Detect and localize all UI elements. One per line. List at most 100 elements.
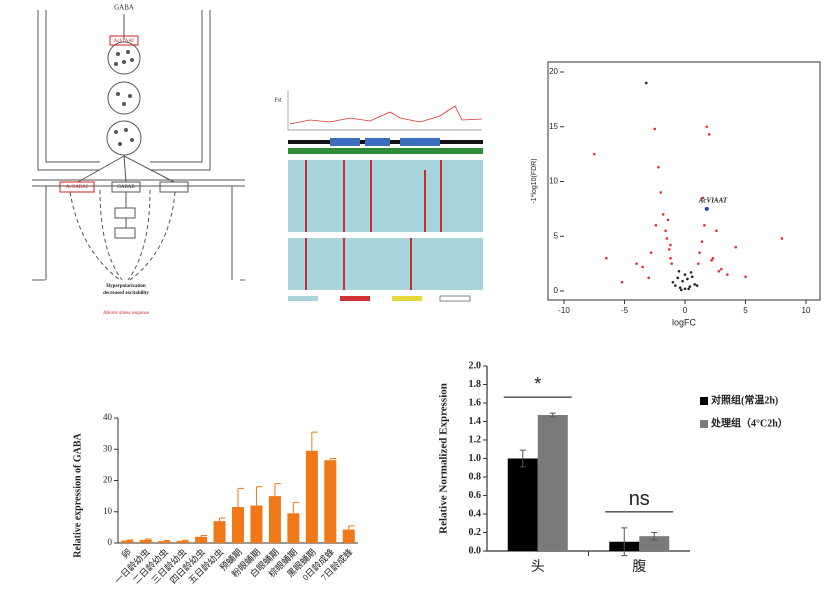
- error-bar: [348, 525, 355, 530]
- bar: [139, 539, 152, 543]
- bar: [250, 505, 263, 543]
- point: [664, 229, 667, 233]
- error-bar: [255, 486, 263, 506]
- bar: [121, 540, 134, 543]
- x-tick-label: 腹: [632, 558, 646, 575]
- error-bar: [329, 458, 337, 461]
- y-axis-label: Relative Normalized Expression: [438, 383, 450, 534]
- box: [114, 207, 136, 219]
- point: [676, 276, 680, 280]
- point: [700, 240, 704, 244]
- point: [690, 275, 694, 279]
- error-bar: [651, 532, 658, 541]
- bar: [342, 529, 355, 543]
- legend-swatch: [439, 295, 471, 302]
- point: [717, 269, 721, 273]
- y-tick-label: 0.8: [469, 471, 482, 482]
- point: [726, 273, 729, 276]
- error-bar: [182, 539, 189, 541]
- membrane: [45, 186, 233, 280]
- dots: [114, 50, 134, 146]
- x-tick-label: 卵: [120, 547, 133, 560]
- error-bar: [621, 527, 628, 557]
- y-tick-label: 1.8: [469, 379, 482, 390]
- domain-track: [288, 148, 483, 154]
- vesicle: [106, 120, 142, 156]
- point: [720, 267, 723, 271]
- box: [159, 181, 189, 193]
- membrane: [32, 179, 245, 281]
- diagram-label: GABA: [114, 4, 134, 12]
- point: [693, 283, 696, 286]
- y-tick-label: 1.2: [469, 434, 482, 445]
- point: [649, 251, 653, 254]
- point: [667, 248, 671, 251]
- point: [711, 256, 715, 260]
- point: [689, 271, 693, 274]
- point: [715, 229, 718, 233]
- diagram-label: decreased excitability: [103, 291, 149, 296]
- point: [674, 284, 677, 287]
- point: [644, 81, 648, 85]
- alignment-panel: [287, 90, 483, 302]
- point: [592, 152, 596, 156]
- vesicle: [107, 81, 141, 115]
- y-tick-label: 0.0: [469, 545, 482, 556]
- error-bar: [292, 501, 300, 514]
- error-bar: [311, 431, 318, 451]
- point: [654, 224, 658, 227]
- legend-swatch: [340, 296, 370, 301]
- y-tick-label: 5: [554, 231, 559, 240]
- bar: [287, 513, 300, 543]
- point: [661, 213, 665, 216]
- diagram-label: Hyperpolarization: [106, 284, 146, 289]
- point: [671, 280, 675, 284]
- point: [695, 284, 699, 287]
- point: [635, 262, 638, 265]
- y-tick-label: 30: [103, 443, 113, 453]
- legend-swatch: [700, 420, 708, 428]
- diagram-label: AcGABA2: [66, 185, 89, 190]
- annotation: *: [534, 374, 541, 394]
- point: [657, 165, 660, 169]
- bar: [232, 507, 244, 543]
- annotation: ns: [629, 488, 650, 510]
- y-tick-label: 10: [103, 506, 113, 516]
- y-tick-label: 20: [103, 475, 113, 485]
- x-tick-label: 0: [683, 306, 688, 315]
- bar: [195, 536, 208, 543]
- membrane: [37, 10, 211, 171]
- y-tick-label: 0: [554, 286, 559, 295]
- legend-swatch: [392, 296, 422, 301]
- bar: [537, 415, 568, 551]
- point: [744, 275, 747, 279]
- point: [605, 256, 608, 260]
- bar: [213, 521, 226, 543]
- point: [698, 251, 701, 254]
- point: [653, 127, 657, 131]
- bar: [324, 460, 337, 543]
- point: [647, 276, 650, 280]
- y-tick-label: 40: [103, 412, 113, 422]
- error-bar: [549, 412, 556, 418]
- fst-label: Fst: [274, 97, 282, 103]
- bar: [507, 458, 538, 551]
- bar: [158, 541, 171, 543]
- y-axis-label: Relative expression of GABA: [72, 432, 83, 557]
- point: [669, 256, 672, 260]
- box: [114, 227, 136, 239]
- bar: [305, 450, 318, 543]
- point: [703, 224, 706, 227]
- point: [701, 196, 705, 200]
- point: [688, 285, 692, 288]
- fst-line: [289, 105, 483, 125]
- error-bar: [145, 538, 152, 540]
- error-bar: [163, 540, 171, 542]
- point: [686, 277, 689, 281]
- error-bar: [200, 535, 208, 537]
- point: [687, 287, 690, 291]
- legend-label: 处理组（4°C2h）: [710, 416, 788, 429]
- x-axis-label: logFC: [672, 317, 697, 327]
- exon: [400, 138, 440, 146]
